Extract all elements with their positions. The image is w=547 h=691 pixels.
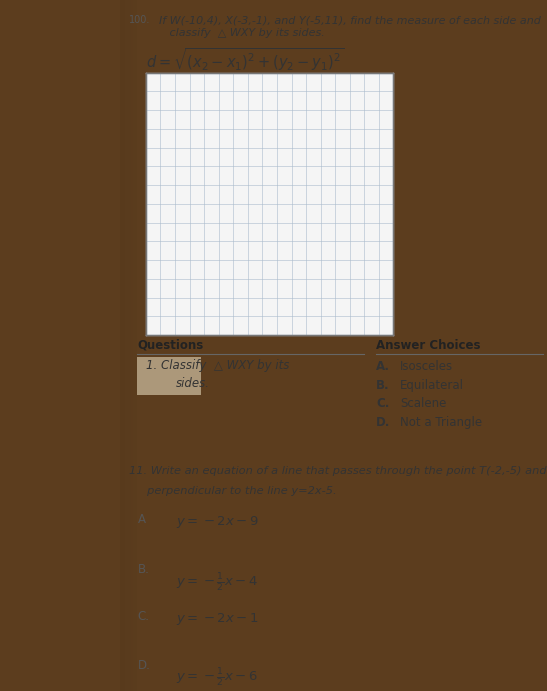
Text: sides.: sides. [176, 377, 210, 390]
Bar [137, 357, 201, 395]
Text: perpendicular to the line y=2x-5.: perpendicular to the line y=2x-5. [129, 486, 336, 495]
Text: $d = \sqrt{(x_2 - x_1)^2 + (y_2 - y_1)^2}$: $d = \sqrt{(x_2 - x_1)^2 + (y_2 - y_1)^2… [146, 47, 344, 73]
Text: D.: D. [137, 659, 150, 672]
Text: B.: B. [376, 379, 390, 392]
Bar [120, 0, 123, 691]
Text: Questions: Questions [137, 339, 203, 352]
Text: C.: C. [137, 610, 149, 623]
Text: $y = -\frac{1}{2}x - 4$: $y = -\frac{1}{2}x - 4$ [176, 571, 258, 594]
Text: C.: C. [376, 397, 389, 410]
Text: Answer Choices: Answer Choices [376, 339, 481, 352]
Text: B.: B. [137, 563, 149, 576]
Text: $y = -2x - 9$: $y = -2x - 9$ [176, 514, 259, 530]
Bar [133, 0, 135, 691]
Bar [146, 73, 393, 335]
Text: classify  △ WXY by its sides.: classify △ WXY by its sides. [159, 28, 324, 37]
Bar [127, 0, 129, 691]
Text: Not a Triangle: Not a Triangle [400, 416, 482, 429]
Bar [131, 0, 133, 691]
Text: Scalene: Scalene [400, 397, 446, 410]
Text: A: A [137, 513, 146, 527]
Text: 100.: 100. [129, 15, 150, 25]
Text: 11. Write an equation of a line that passes through the point T(-2,-5) and is: 11. Write an equation of a line that pas… [129, 466, 547, 476]
Text: A.: A. [376, 360, 391, 373]
Bar [125, 0, 127, 691]
Bar [146, 73, 393, 335]
Bar [135, 0, 137, 691]
Text: Equilateral: Equilateral [400, 379, 464, 392]
Bar [129, 0, 131, 691]
Text: 1. Classify  △ WXY by its: 1. Classify △ WXY by its [146, 359, 289, 372]
Text: Isosceles: Isosceles [400, 360, 453, 373]
Text: $y = -2x - 1$: $y = -2x - 1$ [176, 611, 258, 627]
Text: If W(-10,4), X(-3,-1), and Y(-5,11), find the measure of each side and: If W(-10,4), X(-3,-1), and Y(-5,11), fin… [159, 15, 540, 25]
Text: D.: D. [376, 416, 391, 429]
Text: $y = -\frac{1}{2}x - 6$: $y = -\frac{1}{2}x - 6$ [176, 667, 258, 689]
Bar [123, 0, 125, 691]
